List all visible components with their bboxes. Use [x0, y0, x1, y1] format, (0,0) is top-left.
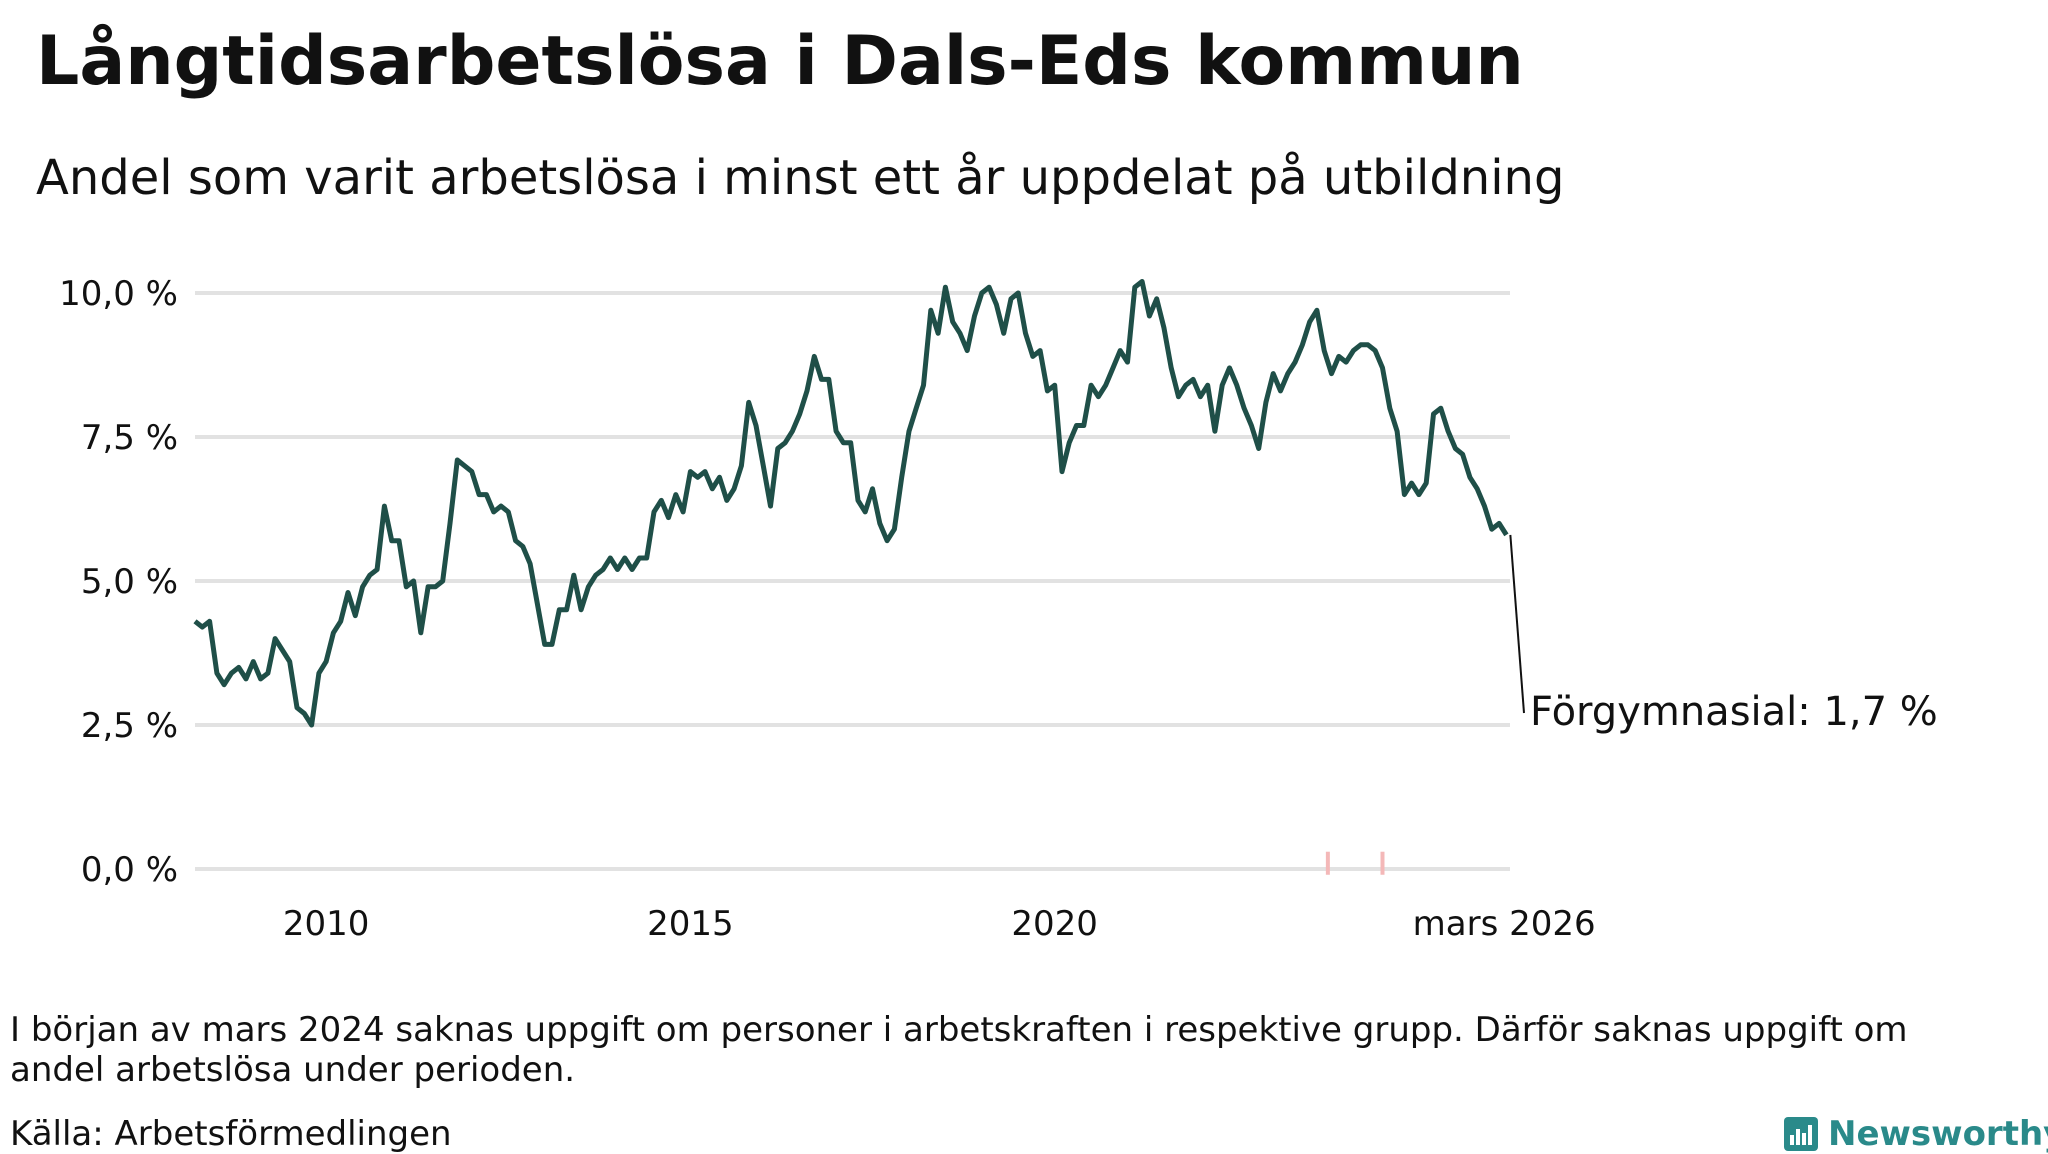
chart-title: Långtidsarbetslösa i Dals-Eds kommun: [36, 22, 1524, 101]
grid-lines: [195, 291, 1510, 871]
y-tick-label: 0,0 %: [81, 850, 178, 890]
missing-data-markers: [1325, 851, 1385, 875]
y-tick-label: 2,5 %: [81, 706, 178, 746]
x-tick-label: 2020: [1011, 904, 1098, 944]
newsworthy-logo-text: Newsworthy: [1828, 1114, 2048, 1154]
y-tick-label: 5,0 %: [81, 562, 178, 602]
y-axis-ticks: 0,0 % 2,5 % 5,0 % 7,5 % 10,0 %: [59, 274, 178, 890]
series-lines: [193, 279, 1509, 728]
label-leader-line: [1509, 534, 1525, 714]
chart-subtitle: Andel som varit arbetslösa i minst ett å…: [36, 150, 1565, 206]
newsworthy-logo: Newsworthy: [1782, 1114, 2048, 1154]
x-axis-ticks: 2010 2015 2020 mars 2026: [283, 904, 1596, 944]
series-line-förgymnasial: [193, 279, 1509, 728]
x-tick-label: mars 2026: [1413, 904, 1596, 944]
y-tick-label: 7,5 %: [81, 418, 178, 458]
y-tick-label: 10,0 %: [59, 274, 178, 314]
footnote: I början av mars 2024 saknas uppgift om …: [10, 1010, 1908, 1090]
x-tick-label: 2010: [283, 904, 370, 944]
series-end-labels: Förgymnasial: 1,7 %: [1509, 534, 1938, 735]
source-text: Källa: Arbetsförmedlingen: [10, 1114, 452, 1154]
x-tick-label: 2015: [647, 904, 734, 944]
newsworthy-logo-icon: [1784, 1117, 1818, 1151]
series-end-label: Förgymnasial: 1,7 %: [1530, 689, 1938, 735]
